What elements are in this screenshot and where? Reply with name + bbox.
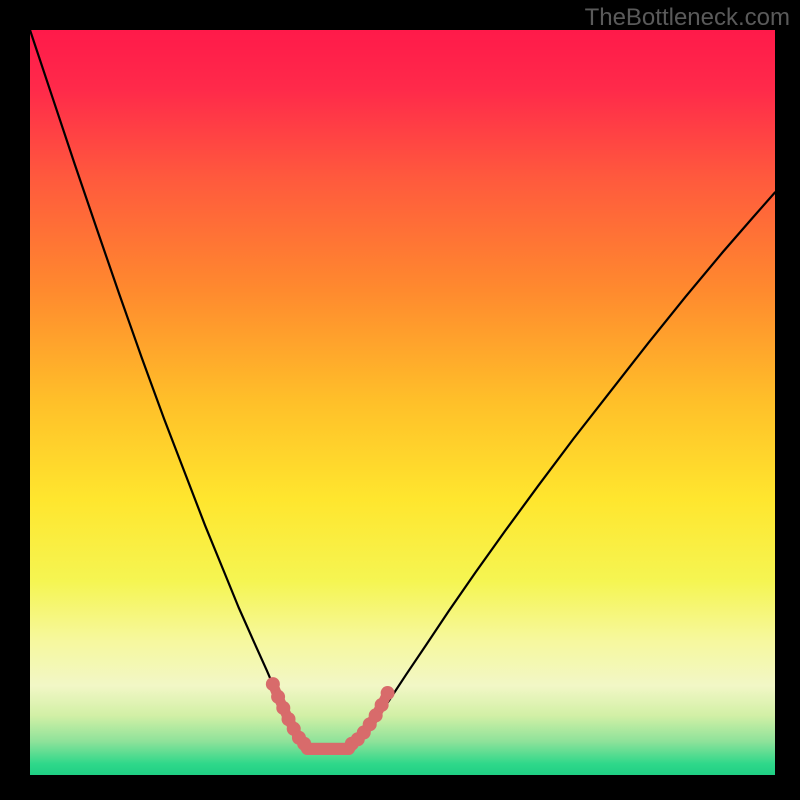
highlight-connector <box>304 744 352 749</box>
watermark-text: TheBottleneck.com <box>585 4 790 32</box>
bottleneck-curve-chart <box>0 0 800 800</box>
plot-background-gradient <box>30 30 775 775</box>
highlight-dot <box>375 698 389 712</box>
highlight-dot <box>266 677 280 691</box>
highlight-dot <box>297 737 311 751</box>
highlight-dot <box>381 686 395 700</box>
chart-container: TheBottleneck.com <box>0 0 800 800</box>
